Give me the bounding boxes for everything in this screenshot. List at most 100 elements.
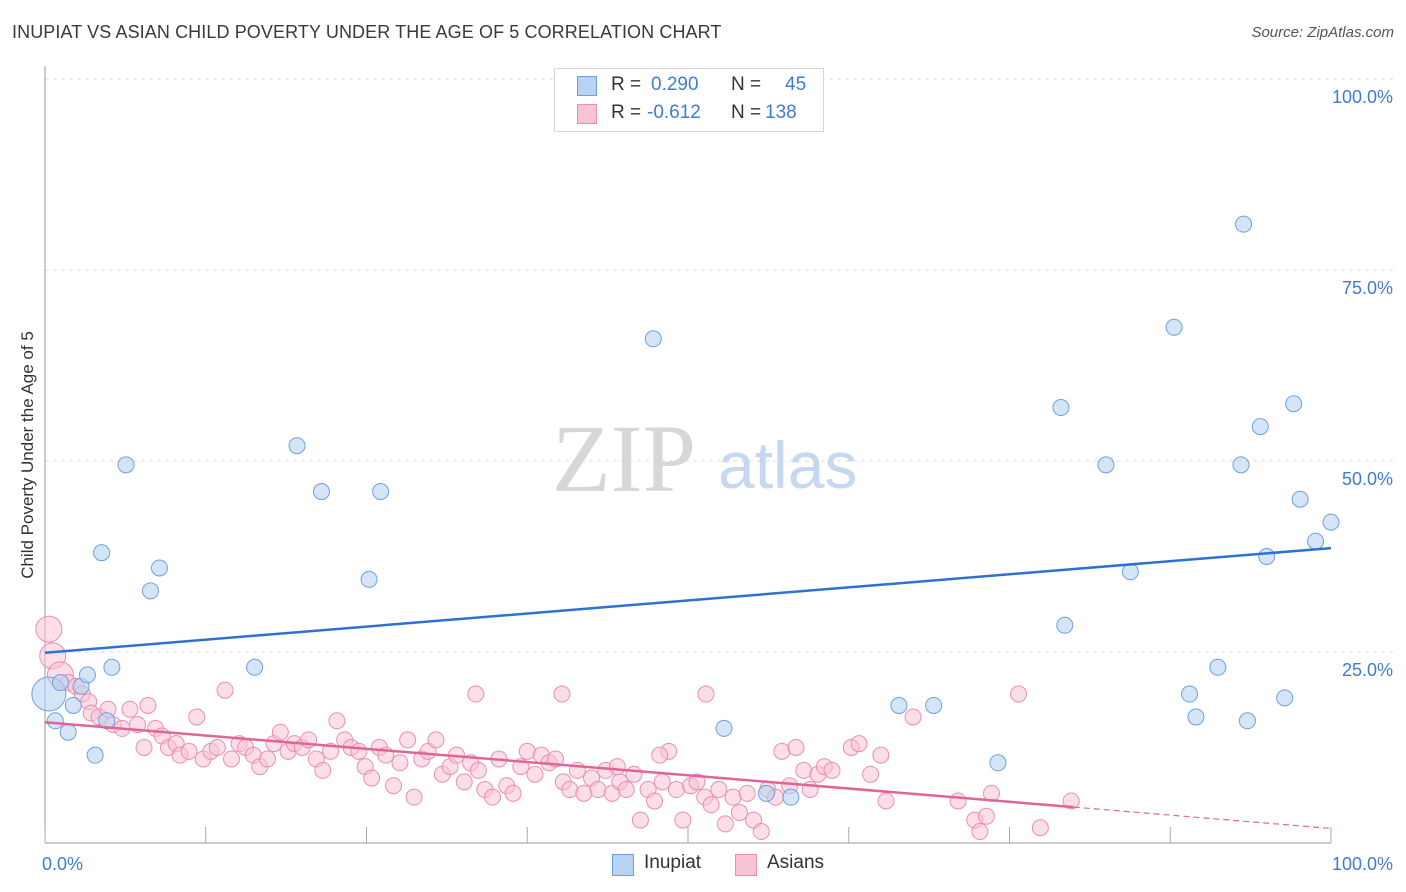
asian-point xyxy=(216,681,234,699)
asian-point xyxy=(139,696,157,714)
inupiat-point xyxy=(989,754,1007,772)
asian-point xyxy=(752,823,770,841)
asian-trendline-extension xyxy=(1073,806,1332,830)
legend-r-value: -0.612 xyxy=(647,102,701,123)
y-tick-label: 50.0% xyxy=(1342,469,1393,489)
inupiat-point xyxy=(1251,418,1269,436)
inupiat-point xyxy=(64,696,82,714)
inupiat-point xyxy=(890,696,908,714)
inupiat-point xyxy=(150,559,168,577)
asian-point xyxy=(667,781,685,799)
asian-point xyxy=(850,735,868,753)
asian-point xyxy=(730,803,748,821)
asians-swatch xyxy=(577,104,597,124)
asian-point xyxy=(1031,819,1049,837)
asian-point xyxy=(121,700,139,718)
trendlines xyxy=(44,546,1332,830)
asian-point xyxy=(180,742,198,760)
asian-point xyxy=(314,761,332,779)
asian-point xyxy=(561,781,579,799)
inupiat-point xyxy=(1276,689,1294,707)
inupiat-point xyxy=(288,437,306,455)
asian-point xyxy=(391,754,409,772)
asian-point xyxy=(427,731,445,749)
asian-point xyxy=(208,739,226,756)
asian-point xyxy=(904,708,922,726)
inupiat-swatch xyxy=(577,76,597,96)
inupiat-point xyxy=(925,696,943,714)
legend-n-value: 138 xyxy=(765,102,797,123)
inupiat-point xyxy=(1187,708,1205,726)
asian-point xyxy=(363,769,381,787)
legend-r-value: 0.290 xyxy=(651,74,699,95)
inupiat-point xyxy=(1322,513,1340,531)
inupiat-point xyxy=(1165,318,1183,336)
inupiat-point xyxy=(51,674,69,692)
asian-point xyxy=(553,685,571,703)
legend-r-label: R = xyxy=(611,74,642,95)
inupiat-point xyxy=(117,456,135,474)
legend-r-label: R = xyxy=(611,102,642,123)
inupiat-point xyxy=(360,570,378,588)
asian-point xyxy=(716,815,734,833)
asian-point xyxy=(702,796,720,814)
asian-point xyxy=(385,777,403,795)
asian-point xyxy=(949,792,967,810)
inupiat-point xyxy=(1238,712,1256,730)
asian-point xyxy=(651,746,669,764)
asian-point xyxy=(350,742,368,760)
asian-point xyxy=(724,788,742,806)
inupiat-point xyxy=(1181,685,1199,703)
inupiat-point xyxy=(782,788,800,806)
inupiat-points xyxy=(31,215,1340,806)
inupiat-point xyxy=(1209,658,1227,676)
inupiat-point xyxy=(59,723,77,741)
asian-point xyxy=(484,788,502,806)
inupiat-point xyxy=(93,544,111,562)
asian-point xyxy=(710,781,728,799)
inupiat-point xyxy=(1307,532,1325,550)
grid xyxy=(45,78,1395,653)
asian-point xyxy=(674,811,692,829)
inupiat-point xyxy=(98,712,116,730)
axes xyxy=(44,66,1332,844)
asian-point xyxy=(575,784,593,802)
asian-point xyxy=(399,731,417,749)
legend-n-label: N = xyxy=(731,74,762,95)
inupiat-point xyxy=(1097,456,1115,474)
asian-point xyxy=(1010,685,1028,703)
asians-legend-label: Asians xyxy=(767,852,825,873)
asian-point xyxy=(526,765,544,783)
inupiat-point xyxy=(1052,399,1070,417)
asian-point xyxy=(872,746,890,764)
asian-point xyxy=(697,685,715,703)
inupiat-point xyxy=(78,666,96,684)
asian-point xyxy=(258,750,276,768)
y-tick-label: 75.0% xyxy=(1342,278,1393,298)
inupiat-point xyxy=(1056,616,1074,634)
watermark: ZIP atlas xyxy=(552,405,857,512)
legend-n-value: 45 xyxy=(785,74,807,95)
y-tick-label: 100.0% xyxy=(1332,87,1393,107)
x-tick-label: 0.0% xyxy=(42,854,83,874)
inupiat-point xyxy=(103,658,121,676)
asian-point xyxy=(1062,792,1080,810)
asian-point xyxy=(862,765,880,783)
asian-point xyxy=(877,792,895,810)
inupiat-point xyxy=(86,746,104,764)
asian-point xyxy=(504,784,522,802)
inupiat-point xyxy=(1121,563,1139,581)
asian-point xyxy=(608,758,626,776)
asian-point xyxy=(787,739,805,756)
inupiat-point xyxy=(1285,395,1303,413)
asian-point xyxy=(646,792,664,810)
inupiat-point xyxy=(1232,456,1250,474)
asian-point xyxy=(467,685,485,703)
asian-point xyxy=(271,723,289,741)
asian-point xyxy=(971,823,989,841)
inupiat-point xyxy=(246,658,264,676)
asian-point xyxy=(823,761,841,779)
watermark-zip: ZIP xyxy=(552,405,696,512)
asian-point xyxy=(135,739,153,756)
